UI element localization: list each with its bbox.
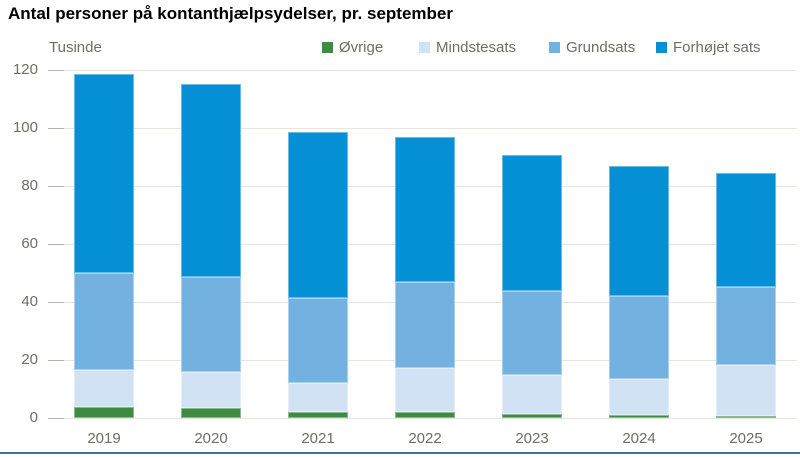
legend-label-grundsats: Grundsats — [566, 39, 636, 56]
y-tick-label-20: 20 — [21, 351, 38, 369]
y-tick-80 — [48, 185, 64, 187]
bar-2024-mindstesats — [609, 378, 669, 416]
bar-2024-ovrige — [609, 415, 669, 419]
bar-2023-forhojet-sats — [502, 154, 562, 291]
bar-2023-grundsats — [502, 290, 562, 376]
x-axis-label-2021: 2021 — [301, 430, 335, 447]
y-tick-100 — [48, 127, 64, 129]
y-tick-60 — [48, 243, 64, 245]
bar-2023-mindstesats — [502, 375, 562, 414]
bar-2025-grundsats — [716, 286, 776, 366]
gridline-100 — [48, 127, 797, 129]
y-tick-label-40: 40 — [21, 293, 38, 311]
chart-title: Antal personer på kontanthjælpsydelser, … — [8, 4, 453, 23]
legend-item-forhojet-sats: Forhøjet sats — [656, 39, 761, 56]
y-tick-120 — [48, 69, 64, 71]
bar-2022-grundsats — [395, 282, 455, 369]
bar-2021-grundsats — [288, 297, 348, 384]
bar-2022-forhojet-sats — [395, 137, 455, 283]
legend-item-mindstesats: Mindstesats — [419, 39, 516, 56]
bar-2019-ovrige — [74, 406, 134, 419]
legend-label-forhojet-sats: Forhøjet sats — [673, 39, 761, 56]
bar-2022-mindstesats — [395, 368, 455, 412]
x-axis-label-2025: 2025 — [729, 430, 763, 447]
y-tick-label-60: 60 — [21, 235, 38, 253]
gridline-120 — [48, 69, 797, 71]
x-axis-label-2022: 2022 — [408, 430, 442, 447]
bar-2025-mindstesats — [716, 365, 776, 417]
y-tick-label-80: 80 — [21, 177, 38, 195]
legend-item-ovrige: Øvrige — [322, 39, 383, 56]
y-tick-20 — [48, 359, 64, 361]
legend-label-mindstesats: Mindstesats — [436, 39, 517, 56]
y-axis-unit-label: Tusinde — [49, 39, 102, 56]
bar-2020-mindstesats — [181, 372, 241, 409]
legend-swatch-forhojet-sats — [656, 42, 667, 53]
bar-2021-forhojet-sats — [288, 132, 348, 298]
x-axis-label-2023: 2023 — [515, 430, 549, 447]
bottom-divider-rule — [0, 452, 800, 454]
legend-label-ovrige: Øvrige — [339, 39, 384, 56]
y-tick-label-0: 0 — [29, 409, 38, 427]
y-tick-label-120: 120 — [12, 61, 38, 78]
bar-2024-grundsats — [609, 295, 669, 379]
bar-2019-mindstesats — [74, 369, 134, 407]
x-axis-label-2024: 2024 — [622, 430, 656, 447]
legend-swatch-grundsats — [549, 42, 560, 53]
bar-2023-ovrige — [502, 413, 562, 419]
bar-2020-ovrige — [181, 408, 241, 419]
legend-swatch-mindstesats — [419, 42, 430, 53]
y-tick-40 — [48, 301, 64, 303]
bar-2021-ovrige — [288, 411, 348, 419]
bar-2019-grundsats — [74, 272, 134, 370]
bar-2019-forhojet-sats — [74, 74, 134, 273]
bar-2021-mindstesats — [288, 383, 348, 412]
bar-2025-ovrige — [716, 416, 776, 419]
x-axis-label-2020: 2020 — [194, 430, 228, 447]
x-axis-label-2019: 2019 — [87, 430, 121, 447]
legend-item-grundsats: Grundsats — [549, 39, 635, 56]
bar-2025-forhojet-sats — [716, 173, 776, 287]
gridline-0 — [48, 417, 797, 419]
legend-swatch-ovrige — [322, 42, 333, 53]
y-tick-0 — [48, 417, 64, 419]
bar-2022-ovrige — [395, 411, 455, 419]
bar-2024-forhojet-sats — [609, 165, 669, 296]
bar-2020-forhojet-sats — [181, 83, 241, 278]
bar-2020-grundsats — [181, 277, 241, 373]
y-tick-label-100: 100 — [12, 119, 38, 137]
